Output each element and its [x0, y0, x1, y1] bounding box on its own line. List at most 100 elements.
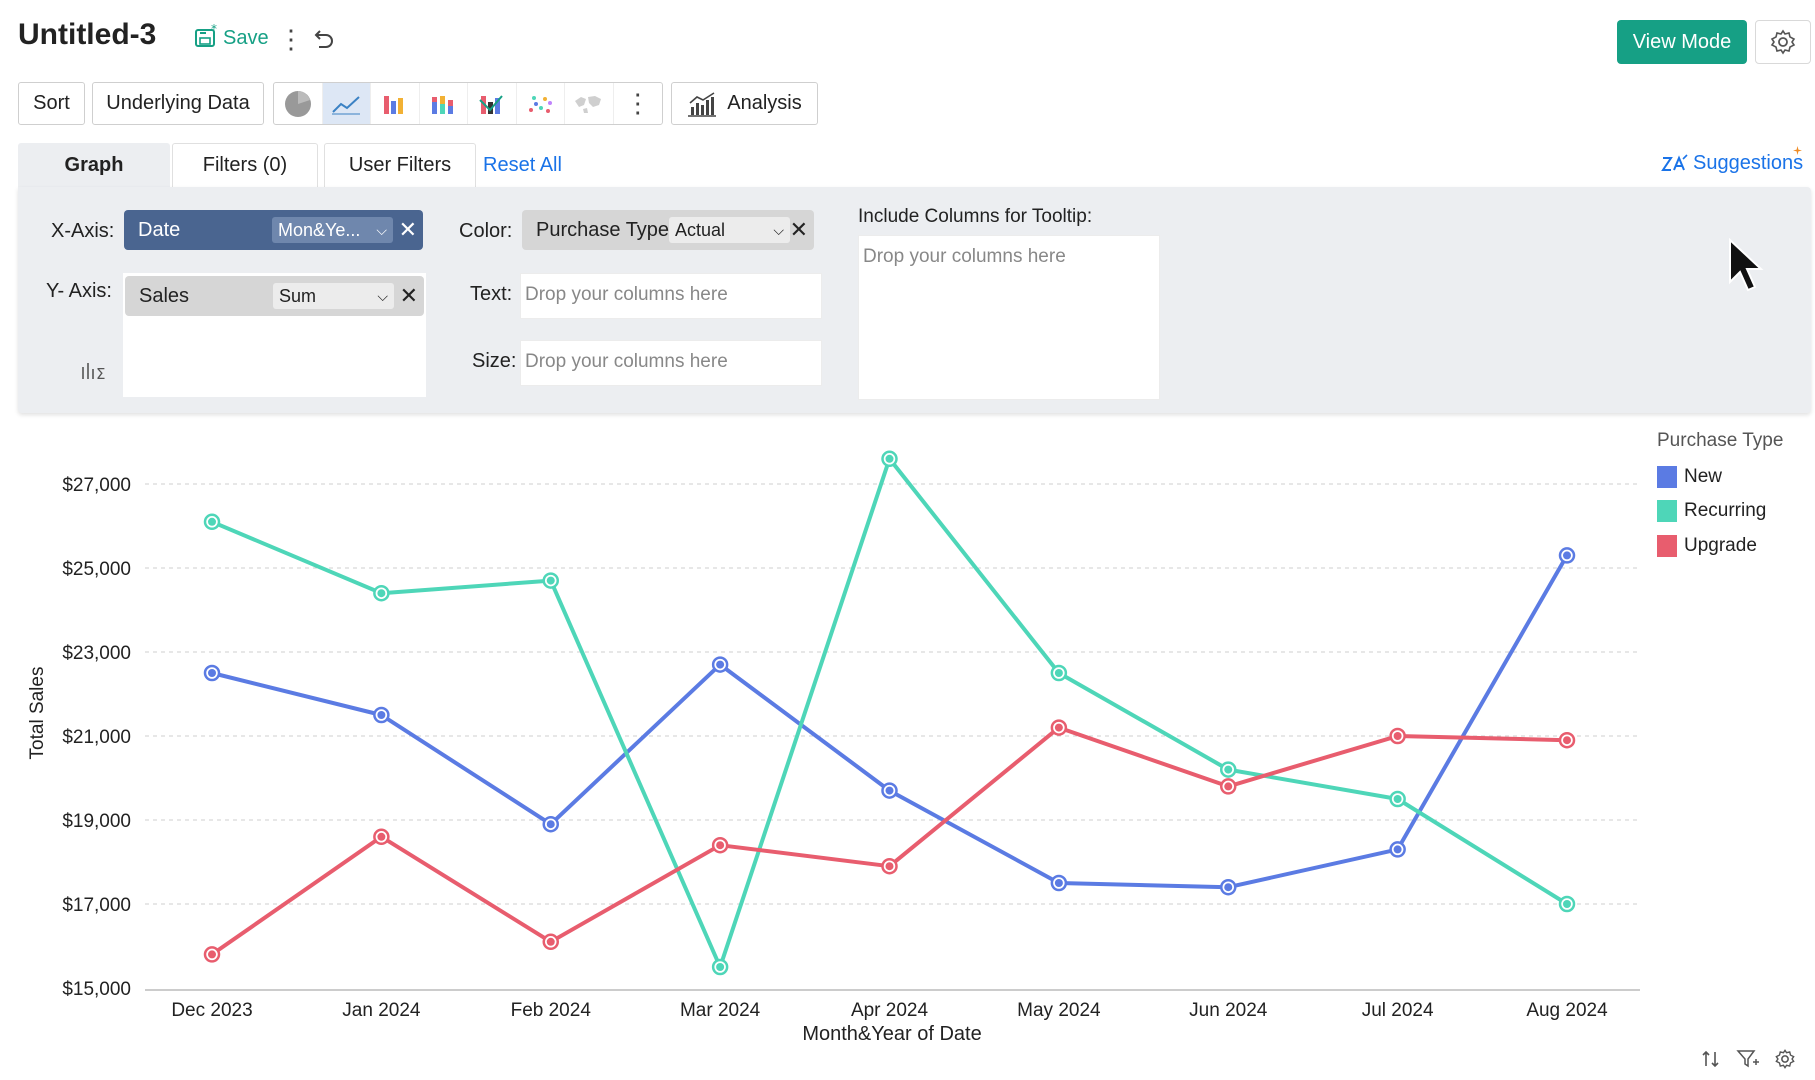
chart-more-icon[interactable]: ⋮: [624, 88, 651, 118]
color-pill[interactable]: Purchase Type Actual ⌵ ✕: [522, 210, 814, 250]
svg-text:*: *: [211, 24, 217, 36]
data-point-recurring[interactable]: [542, 572, 559, 589]
size-dropzone[interactable]: Drop your columns here: [520, 340, 822, 386]
map-icon[interactable]: [565, 83, 614, 124]
data-point-upgrade[interactable]: [1558, 731, 1576, 749]
data-point-new[interactable]: [711, 656, 729, 673]
data-point-upgrade[interactable]: [1220, 778, 1237, 795]
tab-graph[interactable]: Graph: [18, 143, 170, 187]
point-dot: [1563, 551, 1571, 560]
y-tick-label: $21,000: [62, 727, 131, 748]
point-dot: [377, 711, 386, 719]
text-dropzone[interactable]: Drop your columns here: [520, 273, 822, 319]
undo-icon[interactable]: [310, 27, 336, 58]
report-title[interactable]: Untitled-3: [18, 18, 157, 51]
point-dot: [716, 660, 725, 669]
data-point-recurring[interactable]: [1389, 790, 1406, 808]
svg-text:Σ: Σ: [96, 365, 105, 381]
analysis-button[interactable]: Analysis: [671, 82, 818, 125]
remove-color-icon[interactable]: ✕: [789, 217, 808, 242]
x-axis-pill[interactable]: Date Mon&Ye... ⌵ ✕: [124, 210, 423, 250]
waterfall-icon[interactable]: [468, 83, 517, 124]
point-dot: [208, 517, 216, 526]
data-point-upgrade[interactable]: [203, 946, 221, 963]
x-agg-select[interactable]: Mon&Ye... ⌵: [272, 217, 393, 243]
data-point-new[interactable]: [1558, 547, 1576, 564]
chevron-down-icon: ⌵: [376, 221, 387, 238]
series-line-recurring[interactable]: [211, 456, 1569, 969]
sigma-bars-icon[interactable]: Σ: [80, 359, 110, 386]
data-point-new[interactable]: [203, 664, 221, 682]
tab-user-filters[interactable]: User Filters: [324, 143, 476, 187]
point-dot: [1224, 883, 1233, 892]
underlying-data-button[interactable]: Underlying Data: [92, 82, 264, 125]
size-label: Size:: [472, 350, 517, 372]
legend-item-upgrade[interactable]: Upgrade: [1657, 535, 1757, 557]
line-chart: $15,000 $17,000 $19,000 $21,000 $23,000 $25,0…: [27, 450, 1640, 1045]
suggestions-icon: [1661, 153, 1688, 171]
data-point-new[interactable]: [1389, 841, 1406, 858]
point-dot: [716, 963, 725, 971]
view-mode-button[interactable]: View Mode: [1617, 20, 1747, 64]
data-point-upgrade[interactable]: [711, 836, 729, 854]
point-dot: [546, 576, 555, 585]
sort-arrows-icon[interactable]: [1700, 1048, 1722, 1070]
y-tick-label: $27,000: [62, 475, 131, 496]
data-point-recurring[interactable]: [373, 584, 390, 602]
legend-item-recurring[interactable]: Recurring: [1657, 500, 1766, 522]
chevron-down-icon: ⌵: [773, 221, 784, 238]
remove-y-icon[interactable]: ✕: [399, 283, 418, 308]
y-axis-pill[interactable]: Sales Sum ⌵ ✕: [125, 276, 424, 316]
data-point-recurring[interactable]: [711, 958, 729, 976]
color-agg-select[interactable]: Actual ⌵: [669, 217, 790, 243]
graph-config-panel: X-Axis: Date Mon&Ye... ⌵ ✕ Y- Axis: Sale…: [18, 187, 1811, 413]
y-tick-label: $25,000: [62, 559, 131, 580]
suggestions-link[interactable]: Suggestions: [1661, 152, 1803, 175]
x-tick-label: Aug 2024: [1526, 1000, 1608, 1021]
data-point-upgrade[interactable]: [1389, 727, 1406, 745]
tooltip-dropzone[interactable]: Drop your columns here: [858, 235, 1160, 400]
y-agg-select[interactable]: Sum ⌵: [273, 283, 394, 309]
data-point-recurring[interactable]: [1558, 895, 1576, 913]
data-point-new[interactable]: [881, 782, 898, 799]
data-point-upgrade[interactable]: [542, 933, 559, 951]
point-dot: [208, 669, 216, 677]
line-chart-icon[interactable]: [322, 83, 371, 124]
reset-all-link[interactable]: Reset All: [483, 154, 562, 176]
data-point-recurring[interactable]: [1050, 664, 1068, 682]
data-point-new[interactable]: [373, 706, 390, 724]
pie-chart-icon[interactable]: [274, 83, 323, 124]
data-point-recurring[interactable]: [881, 450, 898, 468]
stacked-bar-icon[interactable]: [420, 83, 468, 124]
y-axis-title: Total Sales: [27, 667, 48, 760]
data-point-new[interactable]: [1050, 874, 1068, 892]
remove-x-icon[interactable]: ✕: [398, 217, 417, 242]
sort-button[interactable]: Sort: [18, 82, 85, 125]
data-point-new[interactable]: [542, 815, 559, 833]
x-tick-label: Jul 2024: [1362, 1000, 1434, 1021]
data-point-recurring[interactable]: [1220, 761, 1237, 778]
data-point-upgrade[interactable]: [881, 857, 898, 875]
point-dot: [377, 589, 386, 598]
more-options-icon[interactable]: ⋮: [278, 24, 304, 54]
series-line-upgrade[interactable]: [210, 725, 1568, 957]
x-tick-label: Jan 2024: [342, 1000, 421, 1021]
data-point-upgrade[interactable]: [373, 828, 390, 846]
legend-item-new[interactable]: New: [1657, 466, 1722, 488]
scatter-icon[interactable]: [517, 83, 565, 124]
settings-button[interactable]: [1755, 20, 1811, 64]
tab-filters[interactable]: Filters (0): [172, 143, 318, 187]
gear-icon[interactable]: [1774, 1048, 1796, 1070]
series-line-new[interactable]: [211, 554, 1569, 890]
data-point-new[interactable]: [1220, 878, 1237, 896]
data-point-upgrade[interactable]: [1050, 719, 1068, 736]
save-button[interactable]: * Save: [193, 24, 269, 50]
filter-add-icon[interactable]: [1736, 1048, 1760, 1070]
x-tick-label: Feb 2024: [511, 1000, 592, 1021]
y-tick-label: $17,000: [62, 895, 131, 916]
bar-chart-icon[interactable]: [371, 83, 420, 124]
tooltip-label: Include Columns for Tooltip:: [858, 206, 1093, 227]
data-point-recurring[interactable]: [203, 513, 221, 531]
x-tick-label: Apr 2024: [851, 1000, 929, 1021]
color-label: Color:: [459, 220, 513, 242]
